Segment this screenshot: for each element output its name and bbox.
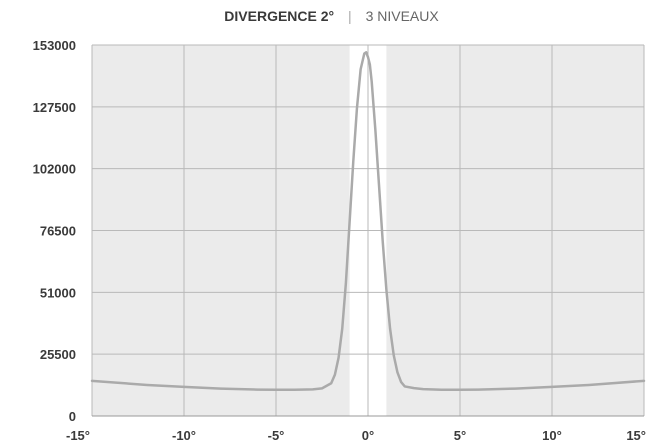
y-tick-label: 25500 <box>40 347 76 362</box>
y-tick-label: 76500 <box>40 224 76 239</box>
y-tick-label: 127500 <box>33 100 76 115</box>
x-tick-label: 0° <box>362 428 374 443</box>
chart-title-row: DIVERGENCE 2° | 3 NIVEAUX <box>0 8 663 24</box>
x-tick-label: -10° <box>172 428 196 443</box>
y-tick-label: 51000 <box>40 285 76 300</box>
title-separator: | <box>348 8 352 24</box>
chart-subtitle: 3 NIVEAUX <box>365 8 439 24</box>
x-tick-label: -15° <box>66 428 90 443</box>
x-tick-label: 10° <box>542 428 562 443</box>
x-tick-label: -5° <box>268 428 285 443</box>
series-line <box>90 51 646 392</box>
y-tick-label: 102000 <box>33 162 76 177</box>
x-tick-label: 5° <box>454 428 466 443</box>
y-tick-label: 153000 <box>33 38 76 53</box>
y-tick-label: 0 <box>69 409 76 424</box>
chart-title: DIVERGENCE 2° <box>224 8 335 24</box>
x-tick-label: 15° <box>626 428 646 443</box>
